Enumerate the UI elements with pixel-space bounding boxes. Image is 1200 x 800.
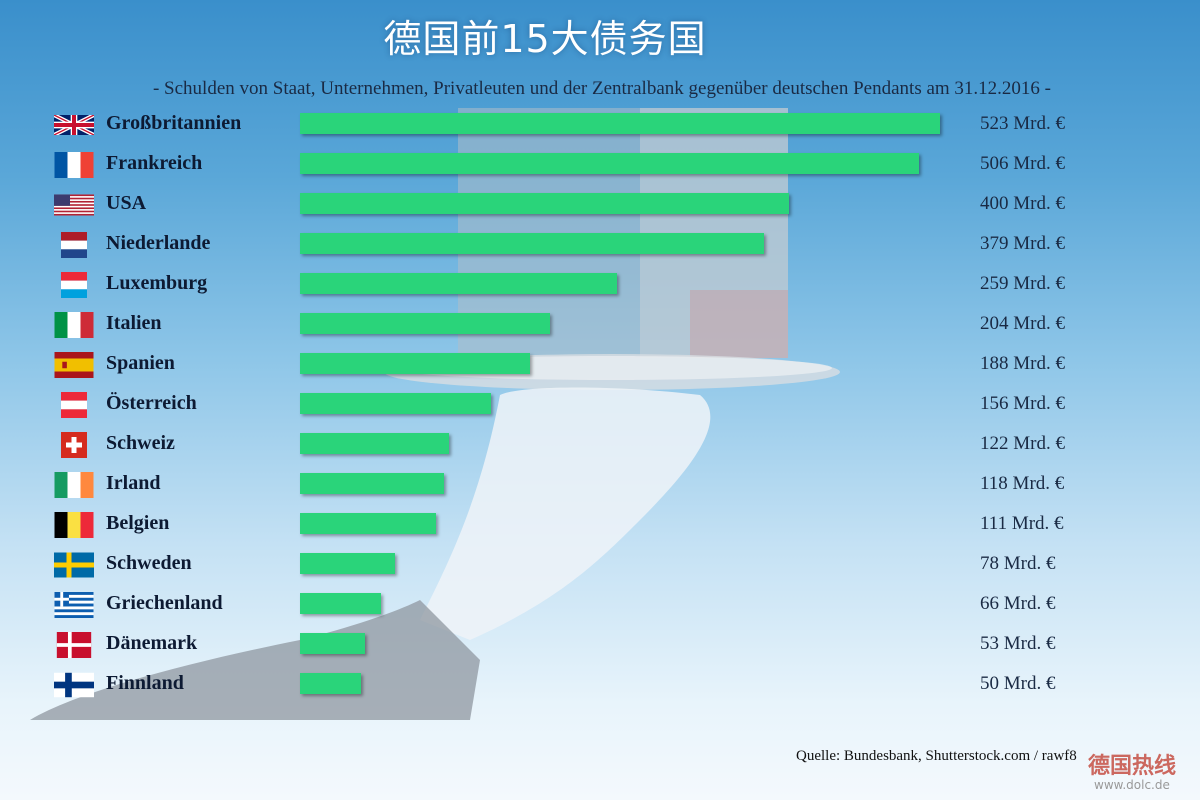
data-label: 78 Mrd. €: [980, 553, 1056, 574]
flag-netherlands-icon: [54, 232, 94, 258]
category-label: Griechenland: [106, 592, 223, 614]
flag-belgium-icon: [54, 512, 94, 538]
chart-row: Belgien 111 Mrd. €: [0, 506, 1200, 546]
data-label: 53 Mrd. €: [980, 633, 1056, 654]
category-label: Spanien: [106, 352, 175, 374]
bar: [300, 113, 940, 134]
bar: [300, 353, 530, 374]
category-label: Schweden: [106, 552, 192, 574]
flag-ireland-icon: [54, 472, 94, 498]
category-label: Großbritannien: [106, 112, 242, 134]
data-label: 50 Mrd. €: [980, 673, 1056, 694]
flag-austria-icon: [54, 392, 94, 418]
flag-finland-icon: [54, 672, 94, 698]
watermark-url: www.dolc.de: [1094, 778, 1170, 792]
flag-luxembourg-icon: [54, 272, 94, 298]
bar: [300, 393, 491, 414]
data-label: 122 Mrd. €: [980, 433, 1065, 454]
data-label: 204 Mrd. €: [980, 313, 1065, 334]
chart-subtitle: - Schulden von Staat, Unternehmen, Priva…: [152, 78, 1052, 99]
chart-row: Schweden 78 Mrd. €: [0, 546, 1200, 586]
bar: [300, 593, 381, 614]
category-label: Schweiz: [106, 432, 175, 454]
data-label: 523 Mrd. €: [980, 113, 1065, 134]
data-label: 379 Mrd. €: [980, 233, 1065, 254]
chart-row: Irland 118 Mrd. €: [0, 466, 1200, 506]
bar: [300, 553, 395, 574]
flag-denmark-icon: [54, 632, 94, 658]
flag-italy-icon: [54, 312, 94, 338]
chart-row: USA 400 Mrd. €: [0, 186, 1200, 226]
bar: [300, 273, 617, 294]
bar: [300, 513, 436, 534]
category-label: Luxemburg: [106, 272, 208, 294]
chart-title: 德国前15大债务国: [383, 17, 707, 61]
category-label: Italien: [106, 312, 162, 334]
bar: [300, 673, 361, 694]
chart-row: Italien 204 Mrd. €: [0, 306, 1200, 346]
data-label: 66 Mrd. €: [980, 593, 1056, 614]
chart-row: Niederlande 379 Mrd. €: [0, 226, 1200, 266]
bar: [300, 313, 550, 334]
chart-row: Griechenland 66 Mrd. €: [0, 586, 1200, 626]
bar: [300, 153, 919, 174]
chart-row: Frankreich 506 Mrd. €: [0, 146, 1200, 186]
bar: [300, 233, 764, 254]
data-label: 259 Mrd. €: [980, 273, 1065, 294]
category-label: Belgien: [106, 512, 170, 534]
chart-row: Schweiz 122 Mrd. €: [0, 426, 1200, 466]
data-label: 118 Mrd. €: [980, 473, 1065, 494]
flag-spain-icon: [54, 352, 94, 378]
flag-switzerland-icon: [54, 432, 94, 458]
chart-row: Spanien 188 Mrd. €: [0, 346, 1200, 386]
source-note: Quelle: Bundesbank, Shutterstock.com / r…: [796, 748, 1077, 764]
watermark-logo: 德国热线: [1088, 754, 1177, 779]
data-label: 156 Mrd. €: [980, 393, 1065, 414]
data-label: 111 Mrd. €: [980, 513, 1064, 534]
bar: [300, 473, 444, 494]
data-label: 188 Mrd. €: [980, 353, 1065, 374]
category-label: Frankreich: [106, 152, 203, 174]
bar: [300, 433, 449, 454]
category-label: Niederlande: [106, 232, 211, 254]
flag-france-icon: [54, 152, 94, 178]
category-label: Irland: [106, 472, 161, 494]
data-label: 400 Mrd. €: [980, 193, 1065, 214]
bar: [300, 193, 789, 214]
bar: [300, 633, 365, 654]
category-label: Dänemark: [106, 632, 198, 654]
category-label: Österreich: [106, 392, 197, 414]
flag-sweden-icon: [54, 552, 94, 578]
chart-row: Dänemark 53 Mrd. €: [0, 626, 1200, 666]
data-label: 506 Mrd. €: [980, 153, 1065, 174]
flag-usa-icon: [54, 192, 94, 218]
chart-row: Finnland 50 Mrd. €: [0, 666, 1200, 706]
category-label: USA: [106, 192, 147, 214]
category-label: Finnland: [106, 672, 184, 694]
chart-row: Großbritannien 523 Mrd. €: [0, 106, 1200, 146]
flag-uk-icon: [54, 112, 94, 138]
flag-greece-icon: [54, 592, 94, 618]
chart-row: Österreich 156 Mrd. €: [0, 386, 1200, 426]
chart-row: Luxemburg 259 Mrd. €: [0, 266, 1200, 306]
